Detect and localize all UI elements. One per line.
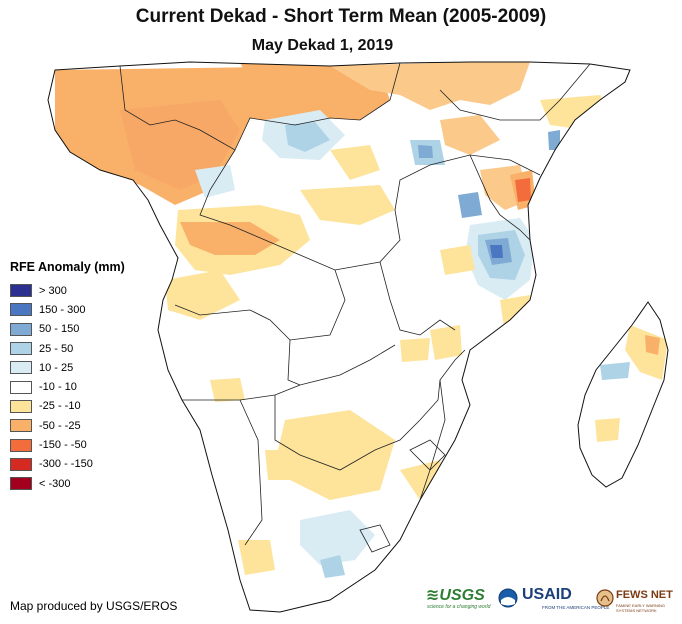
- legend-swatch: [10, 322, 32, 336]
- legend-swatch: [10, 419, 32, 433]
- legend-swatch: [10, 361, 32, 375]
- legend-item: 10 - 25: [10, 358, 125, 377]
- coastline: [47, 61, 631, 613]
- madagascar-anomaly-layer: [595, 325, 668, 442]
- legend-swatch: [10, 477, 32, 491]
- country-borders: [119, 62, 591, 553]
- legend-swatch: [10, 342, 32, 356]
- legend-label: 150 - 300: [39, 303, 86, 316]
- fews-net-tagline: FAMINE EARLY WARNING SYSTEMS NETWORK: [616, 603, 666, 613]
- madagascar-outline: [577, 301, 669, 488]
- legend-label: -150 - -50: [39, 439, 87, 452]
- legend-label: -300 - -150: [39, 458, 93, 471]
- legend-item: 50 - 150: [10, 320, 125, 339]
- legend-title: RFE Anomaly (mm): [10, 260, 125, 274]
- agency-logos: ≋USGS science for a changing world USAID…: [426, 583, 676, 615]
- legend-swatch: [10, 457, 32, 471]
- legend-swatch: [10, 438, 32, 452]
- legend-label: < -300: [39, 477, 71, 490]
- legend-swatch: [10, 380, 32, 394]
- legend-item: -150 - -50: [10, 435, 125, 454]
- legend-item: 150 - 300: [10, 300, 125, 319]
- legend-item: -50 - -25: [10, 416, 125, 435]
- legend: RFE Anomaly (mm) > 300 150 - 300 50 - 150 2…: [10, 260, 125, 493]
- fews-net-logo: FEWS NET: [616, 589, 673, 601]
- legend-swatch: [10, 303, 32, 317]
- legend-item: -10 - 10: [10, 377, 125, 396]
- legend-item: -25 - -10: [10, 397, 125, 416]
- legend-item: -300 - -150: [10, 455, 125, 474]
- legend-label: -25 - -10: [39, 400, 81, 413]
- usaid-logo: USAID: [522, 586, 572, 603]
- legend-label: 25 - 50: [39, 342, 74, 355]
- legend-label: 50 - 150: [39, 323, 80, 336]
- map-subtitle: May Dekad 1, 2019: [251, 37, 394, 54]
- usgs-tagline: science for a changing world: [427, 604, 491, 610]
- legend-label: 10 - 25: [39, 361, 74, 374]
- legend-swatch: [10, 284, 32, 298]
- legend-item: 25 - 50: [10, 339, 125, 358]
- noaa-logo: [498, 588, 518, 608]
- legend-item: > 300: [10, 281, 125, 300]
- legend-item: < -300: [10, 474, 125, 493]
- mainland-anomaly-layer: [55, 62, 610, 578]
- usgs-logo: ≋USGS: [426, 587, 485, 604]
- fews-emblem-icon: [596, 589, 614, 607]
- legend-swatch: [10, 399, 32, 413]
- usaid-tagline: FROM THE AMERICAN PEOPLE: [542, 605, 610, 610]
- map-title: Current Dekad - Short Term Mean (2005-20…: [135, 6, 547, 27]
- legend-label: -10 - 10: [39, 381, 77, 394]
- legend-label: -50 - -25: [39, 419, 81, 432]
- credit-text: Map produced by USGS/EROS: [10, 599, 178, 613]
- legend-label: > 300: [39, 284, 67, 297]
